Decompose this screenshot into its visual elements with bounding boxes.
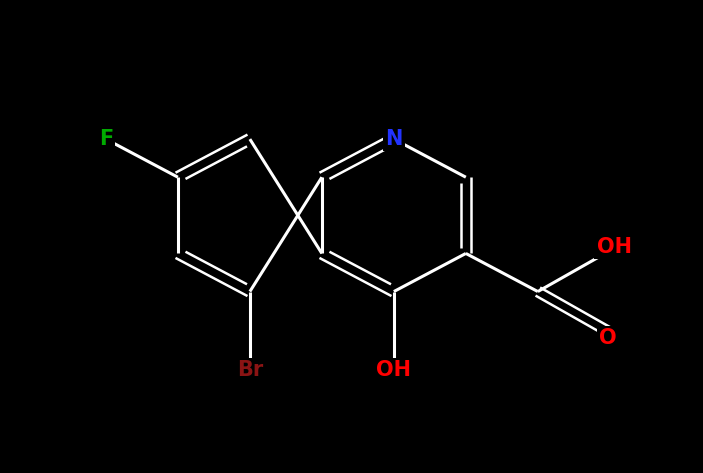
Text: Br: Br [237, 360, 263, 380]
Text: OH: OH [376, 360, 411, 380]
Text: OH: OH [597, 236, 631, 257]
Text: N: N [385, 129, 403, 149]
Text: F: F [98, 129, 113, 149]
Text: O: O [600, 328, 617, 348]
